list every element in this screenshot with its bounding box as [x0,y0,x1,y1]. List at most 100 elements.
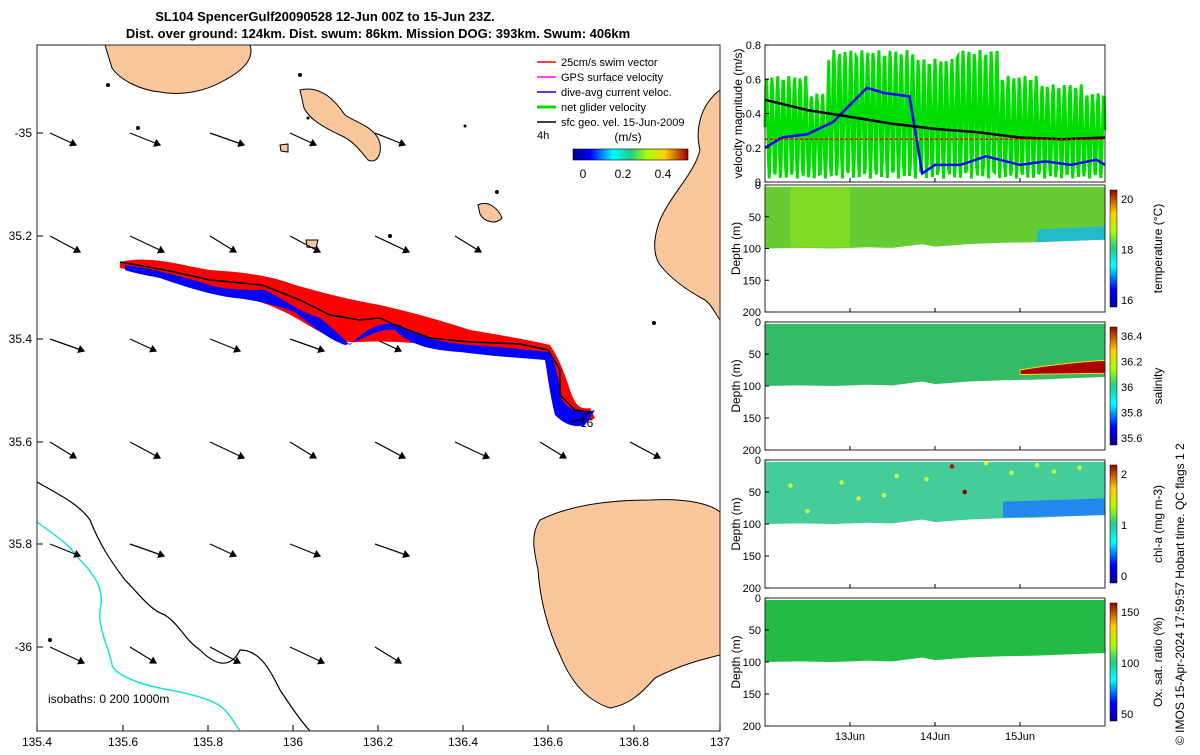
vector-arrow-head [482,451,491,460]
time-x-tick-label: 14Jun [920,731,950,743]
vector-arrow-head [652,451,662,459]
map-x-tick-label: 135.4 [22,735,52,749]
profile-ylabel: Depth (m) [729,359,743,412]
vector-arrow [374,235,410,253]
profile-ylabel: Depth (m) [729,635,743,688]
profile-y-tick-label: 150 [743,413,761,425]
colorbar-tick-2: 0.4 [655,167,672,181]
map-axis-ticks: 135.4 135.6 135.8 136 136.2 136.4 136.6 136.8 13… [9,126,731,749]
time-x-tick-label: 15Jun [1005,731,1035,743]
profile-panel-sal: 0 50 100 150 200 Depth (m) 35.6 35.8 36 36.2 36.4 s… [729,317,1165,457]
map-x-tick-label: 137 [710,735,730,749]
vector-arrow-head [397,451,407,459]
velocity-series-line [764,98,1106,141]
profile-ylabel: Depth (m) [729,497,743,550]
profile-y-tick-label: 0 [755,317,761,329]
colorbar-tick-label: 100 [1121,658,1139,670]
vector-arrow-head [68,451,77,459]
sfc-geo-vel-vectors [49,132,662,665]
chl-sample-dot [924,477,929,482]
map-y-tick-label: -36 [15,640,33,654]
colorbar-tick-label: 36.2 [1121,357,1142,369]
colorbar-tick-label: 50 [1121,709,1133,721]
vector-arrow-head [148,656,157,664]
vector-arrow-head [558,451,567,459]
colorbar-label: chl-a (mg m-3) [1151,485,1165,563]
colorbar-tick-label: 1 [1121,520,1127,532]
map-colorbar [572,148,689,161]
profile-colorbar [1109,602,1118,722]
vector-arrow-head [69,138,78,147]
vector-arrow-head [398,139,407,147]
vector-arrow [209,132,245,146]
colorbar-tick-label: 150 [1121,607,1139,619]
profile-y-tick-label: 200 [743,721,761,733]
vector-arrow-head [149,344,158,353]
vector-arrow-head [402,245,411,254]
velocity-y-tick-label: 0.6 [746,74,761,86]
isobaths-label: isobaths: 0 200 1000m [48,692,169,706]
map-x-tick-label: 136.8 [619,735,649,749]
map-y-tick-label: 35.6 [9,435,33,449]
isobath-200m [37,481,311,731]
profile-y-tick-label: 200 [743,445,761,457]
chl-sample-dot [949,464,955,469]
colorbar-tick-label: 35.8 [1121,408,1142,420]
track-end-label: 16 [580,416,594,430]
profile-y-tick-label: 50 [749,625,761,637]
map-panel: 16 135.4 135.6 135.8 136 136.2 136.4 136.6 136.… [9,44,731,749]
chl-sample-dot [805,509,810,514]
profile-y-tick-label: 100 [743,244,761,256]
vector-arrow-head [309,138,318,147]
vector-arrow-head [237,139,246,148]
vector-arrow-head [77,656,86,665]
colorbar-tick-label: 2 [1121,469,1127,481]
land-island-4 [305,239,319,249]
chl-low-patch [1003,498,1105,518]
profile-y-tick-label: 50 [749,349,761,361]
vector-arrow-head [317,345,326,354]
profile-y-tick-label: 0 [755,593,761,605]
legend-label: 25cm/s swim vector [561,57,658,69]
land-eastern-coast [654,89,720,321]
vector-arrow-head [72,245,82,253]
map-y-tick-label: 35.4 [9,332,33,346]
colorbar-label: temperature (°C) [1151,204,1165,294]
chl-sample-dot [962,489,967,495]
land-kangaroo-island [533,499,720,709]
profile-y-tick-label: 0 [755,455,761,467]
legend-label: net glider velocity [561,102,646,114]
colorbar-tick-1: 0.2 [615,167,632,181]
swim-vector-band [120,259,595,422]
profile-ylabel: Depth (m) [729,222,743,275]
chl-sample-dot [881,493,887,498]
profile-y-tick-label: 200 [743,307,761,319]
vector-arrow-head [402,550,411,559]
chl-sample-dot [788,483,793,488]
colorbar-label: Ox. sat. ratio (%) [1151,617,1165,707]
legend-label: GPS surface velocity [561,72,664,84]
chl-sample-dot [1034,462,1040,468]
chl-sample-dot [983,461,989,466]
profile-y-tick-label: 50 [749,487,761,499]
isobath-1000m [37,521,241,731]
profile-y-tick-label: 200 [743,583,761,595]
time-x-tick-label: 13Jun [835,731,865,743]
vector-arrow-head [308,451,317,459]
profile-data-body [765,323,1105,386]
map-x-tick-label: 136.4 [448,735,478,749]
profile-data-body [765,599,1105,662]
vector-arrow-head [77,345,86,354]
velocity-y-tick-label: 0.8 [746,40,761,52]
colorbar-tick-label: 20 [1121,194,1133,206]
vector-arrow-head [153,139,162,147]
vector-arrow-head [237,451,246,460]
velocity-series-line [763,50,1107,179]
colorbar-tick-label: 35.6 [1121,433,1142,445]
vector-arrow [289,338,325,352]
profile-y-tick-label: 100 [743,381,761,393]
map-x-tick-label: 135.8 [193,735,223,749]
legend-label: dive-avg current veloc. [561,87,672,99]
